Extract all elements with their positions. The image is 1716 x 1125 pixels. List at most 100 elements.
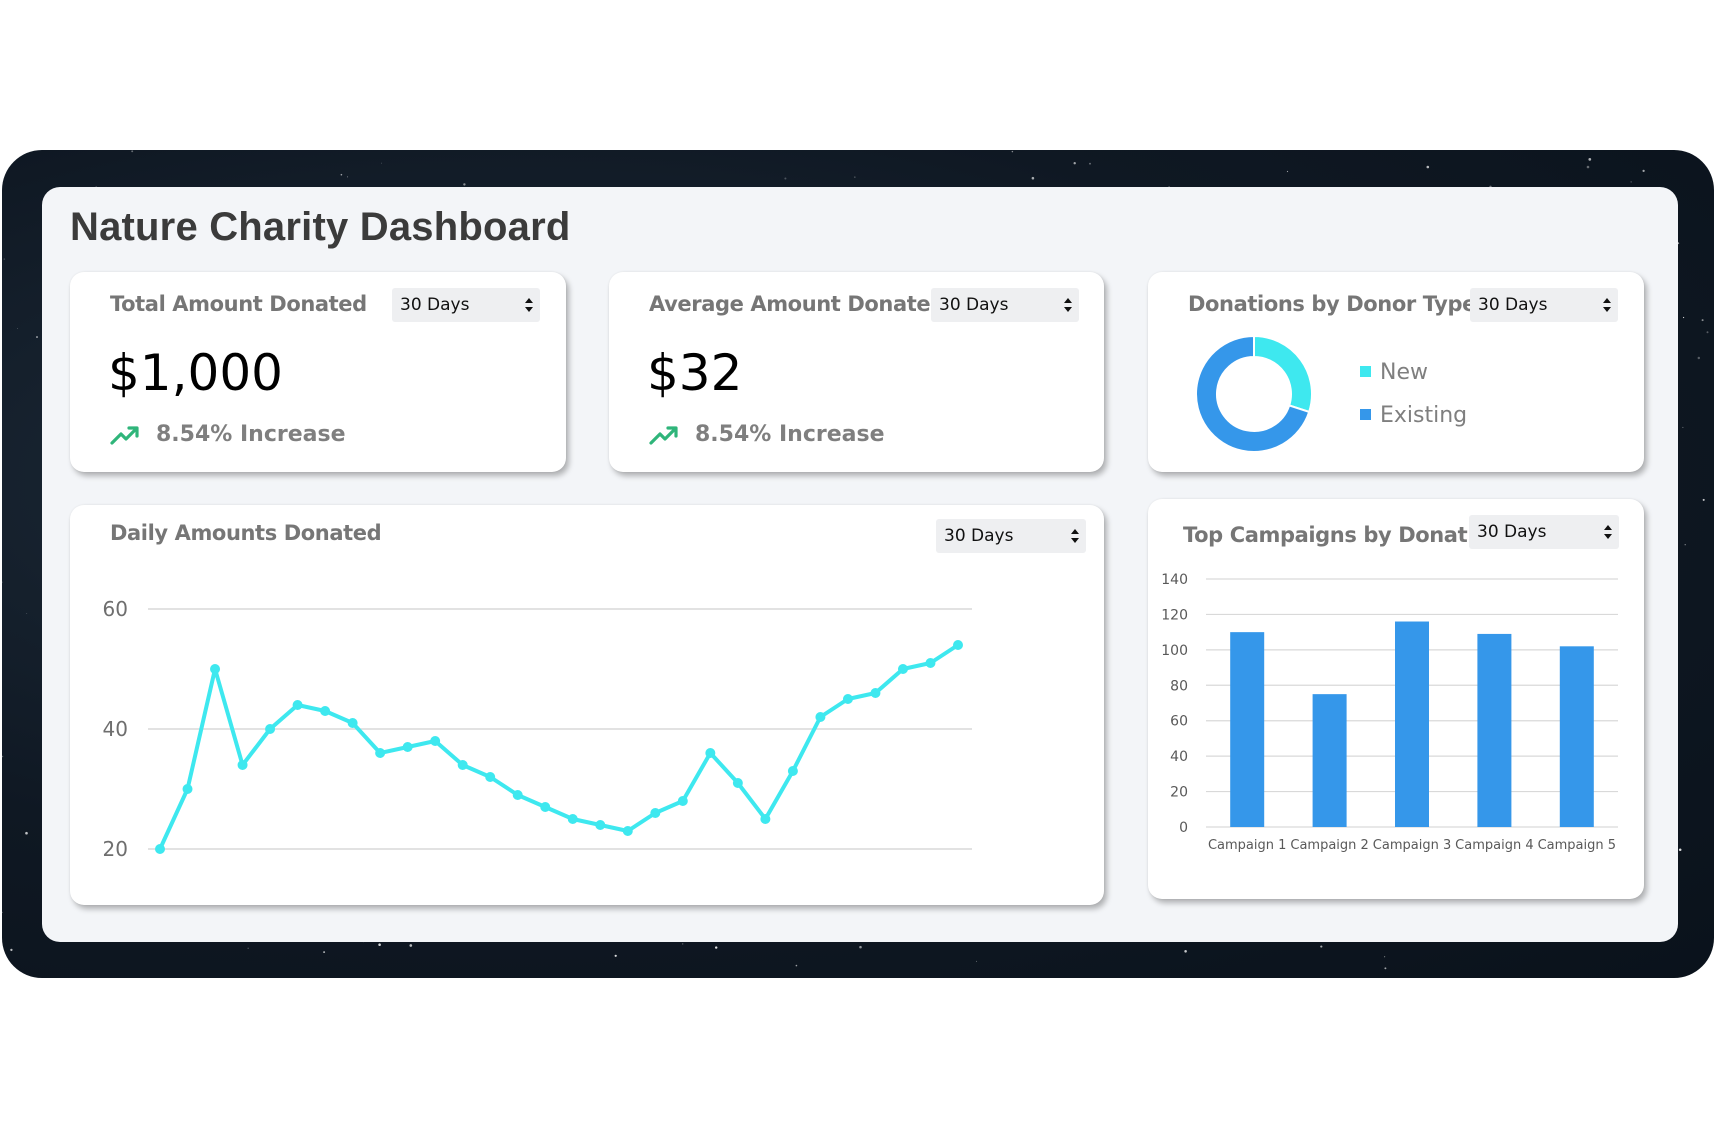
star — [784, 177, 787, 180]
select-arrows-icon — [1064, 298, 1072, 312]
y-tick-label: 20 — [103, 837, 128, 861]
star — [2, 911, 3, 914]
star — [976, 960, 977, 962]
data-point — [320, 706, 331, 716]
star — [715, 946, 718, 949]
bar-campaign-2 — [1312, 694, 1347, 827]
legend-label-new: New — [1380, 360, 1428, 385]
data-point — [485, 772, 496, 782]
x-tick-label: Campaign 1 — [1208, 838, 1286, 853]
y-tick-label: 60 — [103, 597, 128, 621]
donut-slice-existing — [1195, 334, 1311, 453]
y-tick-label: 60 — [1170, 714, 1188, 730]
campaigns-period-select[interactable]: 30 Days — [1469, 515, 1619, 549]
total-donated-title: Total Amount Donated — [110, 292, 367, 316]
donor-type-period-select[interactable]: 30 Days — [1470, 288, 1618, 322]
star — [10, 948, 13, 952]
data-point — [375, 748, 386, 758]
data-point — [347, 718, 358, 728]
star — [1384, 967, 1387, 970]
data-point — [842, 694, 853, 704]
data-point — [567, 814, 578, 824]
campaigns-period-value: 30 Days — [1477, 522, 1547, 542]
y-tick-label: 40 — [1170, 749, 1188, 765]
legend-swatch-existing — [1360, 409, 1371, 420]
donor-type-card: Donations by Donor Type 30 Days New Exis… — [1148, 272, 1644, 472]
star — [795, 964, 798, 967]
star — [1678, 848, 1682, 852]
star — [463, 183, 466, 186]
star — [1682, 426, 1684, 428]
star — [1184, 950, 1187, 953]
bar-campaign-4 — [1477, 633, 1512, 827]
star — [347, 176, 349, 178]
legend-swatch-new — [1360, 366, 1371, 377]
data-point — [650, 808, 661, 818]
daily-donations-card: Daily Amounts Donated 30 Days 20 40 60 — [70, 505, 1104, 905]
star — [1683, 316, 1685, 319]
star — [1701, 319, 1704, 322]
star — [95, 186, 97, 188]
select-arrows-icon — [1071, 529, 1079, 543]
y-tick-label: 20 — [1170, 785, 1188, 801]
daily-donations-period-select[interactable]: 30 Days — [936, 519, 1086, 553]
data-point — [705, 748, 716, 758]
star — [1588, 158, 1592, 161]
star — [1286, 170, 1289, 173]
star — [859, 945, 862, 949]
star — [1706, 331, 1709, 334]
campaigns-bar-chart: 0 20 40 60 80 100 120 140 Campaign 1 Campaign 2 Ca… — [1161, 572, 1618, 853]
dashboard-panel: Nature Charity Dashboard Total Amount Do… — [42, 187, 1678, 942]
star — [854, 176, 856, 178]
star — [36, 336, 38, 338]
average-donated-trend: 8.54% Increase — [695, 422, 885, 447]
page-title: Nature Charity Dashboard — [70, 205, 571, 249]
star — [2, 755, 4, 758]
star — [1697, 356, 1701, 360]
data-point — [457, 760, 468, 770]
select-arrows-icon — [1603, 298, 1611, 312]
star — [25, 831, 28, 835]
star — [409, 944, 413, 947]
star — [247, 947, 249, 949]
star — [1073, 162, 1076, 165]
data-point — [897, 664, 908, 674]
bar-campaign-1 — [1230, 632, 1265, 827]
x-tick-label: Campaign 5 — [1538, 838, 1616, 853]
data-point — [815, 712, 826, 722]
average-donated-period-select[interactable]: 30 Days — [931, 288, 1079, 322]
data-point — [595, 820, 606, 830]
star — [378, 943, 381, 946]
data-point — [155, 844, 165, 854]
star — [1011, 150, 1014, 153]
campaigns-card: Top Campaigns by Donations 30 Days 0 20 40… — [1148, 499, 1644, 899]
average-donated-value: $32 — [647, 344, 743, 402]
donut-slice-new — [1253, 334, 1313, 414]
x-tick-label: Campaign 4 — [1455, 838, 1533, 853]
total-donated-trend: 8.54% Increase — [156, 422, 346, 447]
data-point — [512, 790, 523, 800]
total-donated-period-select[interactable]: 30 Days — [392, 288, 540, 322]
data-point — [540, 802, 551, 812]
daily-donations-title: Daily Amounts Donated — [110, 521, 382, 545]
y-tick-label: 120 — [1161, 607, 1188, 623]
trending-up-icon — [649, 426, 678, 445]
total-donated-value: $1,000 — [108, 344, 283, 402]
star — [17, 328, 18, 329]
star — [1642, 169, 1645, 173]
legend-item-new: New — [1360, 360, 1428, 385]
star — [1320, 945, 1323, 948]
y-tick-label: 0 — [1179, 820, 1188, 836]
select-arrows-icon — [525, 298, 533, 312]
star — [682, 943, 684, 945]
bar-campaign-3 — [1395, 621, 1429, 827]
star — [1684, 544, 1686, 546]
data-point — [237, 760, 248, 770]
donor-type-period-value: 30 Days — [1478, 295, 1548, 315]
data-point — [622, 826, 633, 836]
data-point — [402, 742, 413, 752]
star — [2, 581, 3, 583]
average-donated-card: Average Amount Donated 30 Days $32 8.54%… — [609, 272, 1104, 472]
data-point — [732, 778, 743, 788]
starfield-background-frame: Nature Charity Dashboard Total Amount Do… — [2, 150, 1714, 978]
